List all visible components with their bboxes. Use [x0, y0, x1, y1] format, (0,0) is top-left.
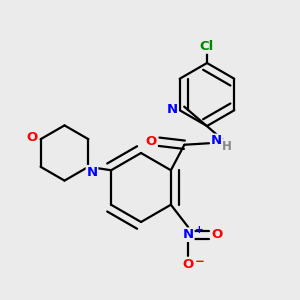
- Text: −: −: [195, 255, 205, 268]
- Text: Cl: Cl: [200, 40, 214, 53]
- Text: O: O: [183, 258, 194, 271]
- Text: N: N: [86, 166, 98, 179]
- Text: N: N: [167, 103, 178, 116]
- Text: O: O: [146, 135, 157, 148]
- Text: H: H: [222, 140, 232, 153]
- Text: N: N: [211, 134, 222, 147]
- Text: +: +: [195, 225, 204, 235]
- Text: O: O: [27, 131, 38, 144]
- Text: O: O: [212, 228, 223, 241]
- Text: N: N: [183, 228, 194, 241]
